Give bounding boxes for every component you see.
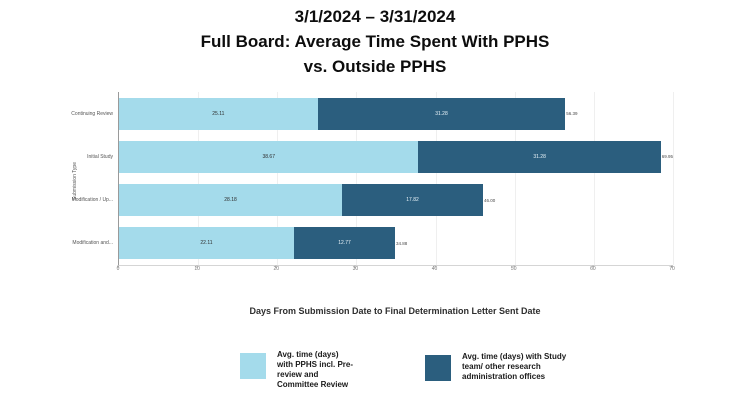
bar-total-label: 46.00: [484, 197, 496, 203]
gridline: [435, 92, 437, 265]
x-tick-label: 40: [431, 266, 438, 272]
gridline: [514, 92, 516, 265]
legend-label-study-team: Avg. time (days) with Study team/ other …: [462, 352, 566, 382]
y-axis-title: Submission Type: [71, 162, 78, 200]
bar-total-label: 69.95: [661, 154, 673, 160]
x-tick-mark: [117, 265, 119, 268]
x-tick-mark: [196, 265, 198, 268]
bar-segment-pphs[interactable]: 25.11: [119, 97, 318, 130]
legend-label-line: review and: [277, 370, 319, 379]
chart-title: 3/1/2024 – 3/31/2024 Full Board: Average…: [0, 4, 750, 79]
gridline: [277, 92, 279, 265]
bar-value-label: 31.28: [533, 153, 546, 160]
x-tick-mark: [354, 265, 356, 268]
bar-value-label: 17.82: [406, 197, 419, 204]
bar-value-label: 22.11: [200, 240, 213, 247]
x-tick-label: 0: [116, 266, 120, 272]
gridline: [198, 92, 200, 265]
x-tick-label: 20: [273, 266, 280, 272]
x-tick-label: 30: [352, 266, 359, 272]
x-axis-title: Days From Submission Date to Final Deter…: [249, 306, 541, 316]
legend-swatch-study-team-icon: [425, 355, 451, 381]
bar-value-label: 25.11: [212, 110, 225, 117]
legend-swatch-pphs-icon: [240, 353, 266, 379]
legend-label-line: team/ other research: [462, 362, 541, 371]
x-tick-label: 50: [510, 266, 517, 272]
gridline: [673, 92, 674, 265]
bar-row: Initial Study 38.67 31.28 69.95: [87, 140, 673, 173]
bar-row: Modification and... 22.11 12.77 34.88: [72, 227, 673, 260]
x-tick-label: 60: [590, 266, 596, 272]
title-date-range: 3/1/2024 – 3/31/2024: [294, 7, 456, 26]
legend-label-line: administration offices: [462, 372, 546, 381]
bar-total-label: 34.88: [396, 240, 408, 246]
x-axis-ticks: 0 10 20 30 40 50 60 70: [116, 265, 675, 278]
bar-value-label: 28.18: [224, 197, 237, 204]
legend-label-line: Committee Review: [277, 380, 349, 389]
x-tick-mark: [671, 265, 673, 268]
legend-label-line: with PPHS incl. Pre-: [277, 360, 354, 369]
bar-segment-study-team[interactable]: 31.28: [317, 97, 566, 130]
title-main: Full Board: Average Time Spent With PPHS: [200, 32, 550, 51]
x-tick-mark: [592, 265, 594, 268]
legend-label-pphs: Avg. time (days) with PPHS incl. Pre- re…: [277, 350, 353, 390]
gridline: [593, 92, 595, 265]
bar-segment-pphs[interactable]: 28.18: [119, 184, 343, 217]
bar-row: Continuing Review 25.11 31.28 56.39: [71, 97, 673, 130]
bar-segment-pphs[interactable]: 38.67: [119, 140, 419, 173]
plot-area: Continuing Review 25.11 31.28 56.39 Initial …: [71, 92, 674, 266]
bar-value-label: 31.28: [435, 110, 448, 117]
x-tick-label: 70: [669, 266, 675, 272]
bar-row: Modification / Up... 28.18 17.82 46.00: [72, 184, 673, 217]
x-tick-label: 10: [194, 266, 200, 272]
legend-item-pphs: Avg. time (days) with PPHS incl. Pre- re…: [240, 350, 353, 390]
bar-segment-study-team[interactable]: 17.82: [342, 184, 484, 217]
title-sub: vs. Outside PPHS: [303, 57, 447, 76]
bar-value-label: 12.77: [338, 240, 351, 247]
bar-value-label: 38.67: [262, 153, 275, 160]
x-tick-mark: [275, 265, 277, 268]
bar-segment-study-team[interactable]: 12.77: [293, 227, 396, 260]
x-tick-mark: [434, 265, 436, 268]
legend-label-line: Avg. time (days) with Study: [462, 352, 567, 361]
category-label: Modification and...: [72, 240, 113, 247]
category-label: Continuing Review: [71, 110, 113, 117]
legend-label-line: Avg. time (days): [277, 350, 339, 359]
legend-item-study-team: Avg. time (days) with Study team/ other …: [425, 352, 566, 382]
x-tick-mark: [513, 265, 515, 268]
category-label: Initial Study: [87, 153, 113, 160]
legend: Avg. time (days) with PPHS incl. Pre- re…: [0, 350, 750, 400]
bar-segment-study-team[interactable]: 31.28: [418, 140, 661, 173]
gridline: [356, 92, 358, 265]
category-label: Modification / Up...: [71, 197, 113, 204]
bar-segment-pphs[interactable]: 22.11: [119, 227, 294, 260]
bar-total-label: 56.39: [566, 111, 578, 117]
